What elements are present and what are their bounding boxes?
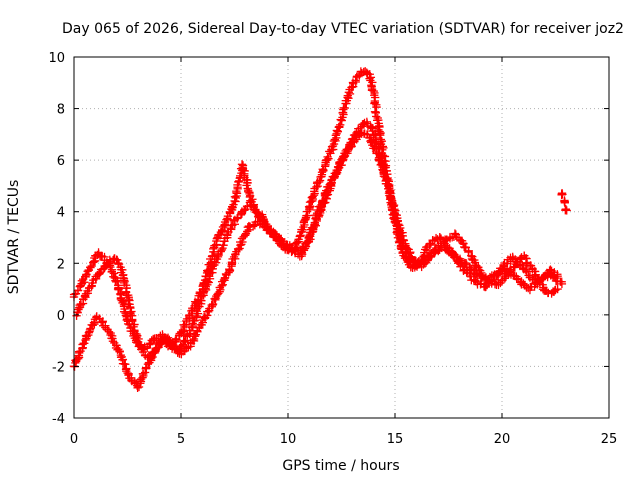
track-a-marker bbox=[312, 182, 321, 192]
track-b-marker bbox=[180, 337, 189, 346]
track-c-marker bbox=[553, 284, 562, 294]
track-b-marker bbox=[549, 271, 559, 280]
track-a-marker bbox=[234, 177, 243, 186]
track-a-marker bbox=[80, 278, 89, 287]
track-c-marker bbox=[80, 339, 89, 348]
x-tick-label: 15 bbox=[387, 432, 404, 447]
track-a-marker bbox=[333, 127, 343, 136]
track-c-marker bbox=[208, 299, 218, 309]
track-b-marker bbox=[370, 130, 379, 139]
track-c-marker bbox=[89, 318, 99, 327]
track-a-marker bbox=[86, 263, 95, 272]
track-c-marker bbox=[487, 279, 496, 288]
track-b-marker bbox=[553, 272, 562, 281]
track-c-marker bbox=[411, 256, 421, 266]
isolated-marker bbox=[558, 190, 567, 199]
track-a-marker bbox=[319, 165, 328, 175]
track-a-marker bbox=[314, 177, 324, 187]
y-tick-label: -4 bbox=[52, 412, 65, 427]
track-b-marker bbox=[113, 258, 123, 268]
isolated-marker bbox=[561, 205, 570, 214]
track-c-marker bbox=[386, 193, 395, 203]
track-b-marker bbox=[122, 283, 131, 293]
track-c-marker bbox=[346, 142, 356, 152]
y-tick-label: -2 bbox=[52, 360, 65, 375]
track-a-marker bbox=[435, 233, 445, 242]
track-c-marker bbox=[467, 251, 476, 260]
x-tick-label: 25 bbox=[601, 432, 618, 447]
track-c-marker bbox=[326, 180, 336, 189]
y-tick-label: 4 bbox=[57, 206, 65, 221]
track-c-marker bbox=[218, 280, 228, 289]
track-c-marker bbox=[477, 270, 486, 280]
track-a-marker bbox=[372, 102, 381, 112]
chart-title: Day 065 of 2026, Sidereal Day-to-day VTE… bbox=[62, 21, 624, 37]
y-tick-label: 10 bbox=[48, 51, 65, 66]
track-b-marker bbox=[95, 269, 104, 278]
track-a-marker bbox=[242, 181, 251, 190]
track-c-marker bbox=[321, 198, 330, 207]
track-a-marker bbox=[145, 340, 154, 349]
x-tick-label: 20 bbox=[494, 432, 511, 447]
track-a-marker bbox=[295, 231, 305, 241]
track-c-marker bbox=[355, 128, 365, 137]
y-tick-label: 8 bbox=[57, 103, 65, 118]
y-tick-label: 6 bbox=[57, 154, 65, 169]
track-b-marker bbox=[219, 241, 228, 250]
y-tick-label: 2 bbox=[57, 257, 65, 272]
track-a-marker bbox=[217, 225, 227, 235]
track-a-marker bbox=[81, 271, 91, 280]
track-a-marker bbox=[512, 274, 521, 283]
track-c-marker bbox=[225, 266, 235, 275]
data-series bbox=[69, 67, 571, 392]
track-a-marker bbox=[87, 261, 96, 271]
x-tick-label: 10 bbox=[280, 432, 297, 447]
track-c-marker bbox=[190, 332, 200, 341]
track-b-marker bbox=[232, 214, 242, 223]
track-c-marker bbox=[121, 360, 130, 369]
track-a-marker bbox=[337, 116, 346, 125]
track-b-marker bbox=[129, 322, 138, 331]
track-c-marker bbox=[347, 142, 356, 151]
track-a-marker bbox=[178, 325, 188, 335]
track-a-marker bbox=[557, 279, 567, 289]
grid-lines bbox=[74, 57, 609, 418]
track-c-marker bbox=[484, 275, 493, 284]
track-a-marker bbox=[330, 135, 339, 144]
x-tick-label: 5 bbox=[177, 432, 185, 447]
track-b-marker bbox=[114, 259, 124, 269]
track-c-marker bbox=[399, 236, 409, 245]
isolated-marker bbox=[560, 197, 570, 206]
y-axis-label: SDTVAR / TECUs bbox=[6, 180, 22, 295]
x-axis-label: GPS time / hours bbox=[282, 458, 399, 474]
x-tick-label: 0 bbox=[70, 432, 78, 447]
track-c-marker bbox=[311, 221, 321, 230]
track-b-marker bbox=[461, 259, 471, 268]
track-c-marker bbox=[140, 368, 150, 377]
track-c-marker bbox=[134, 382, 144, 392]
track-b-marker bbox=[181, 336, 190, 345]
plot-frame bbox=[73, 56, 610, 419]
isolated-marker bbox=[562, 206, 571, 215]
track-c-marker bbox=[501, 270, 510, 280]
track-c-marker bbox=[104, 327, 114, 336]
track-a-marker bbox=[351, 76, 360, 85]
track-c-marker bbox=[115, 347, 124, 356]
track-a-marker bbox=[338, 108, 347, 118]
track-c-marker bbox=[147, 354, 156, 363]
track-c-marker bbox=[143, 360, 153, 369]
track-c-marker bbox=[133, 383, 142, 392]
track-a-marker bbox=[340, 103, 350, 113]
track-a-marker bbox=[465, 270, 475, 280]
track-c-marker bbox=[397, 231, 406, 240]
track-b-marker bbox=[163, 333, 173, 342]
y-tick-label: 0 bbox=[57, 309, 65, 324]
